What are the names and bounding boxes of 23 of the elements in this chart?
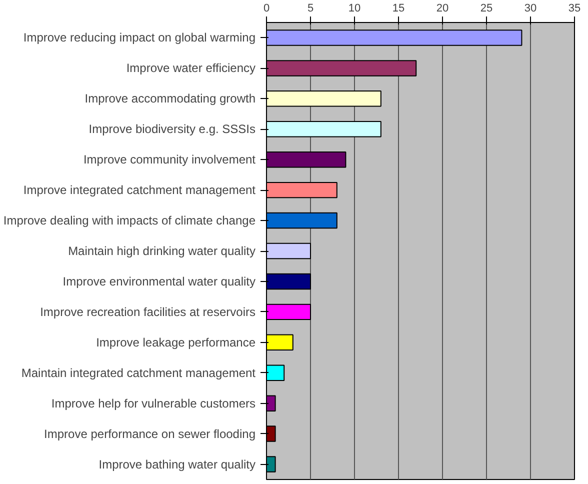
y-tick-label: Improve reducing impact on global warming [23, 30, 256, 45]
y-tick-label: Improve bathing water quality [98, 457, 256, 472]
y-tick-label: Improve performance on sewer flooding [44, 426, 256, 441]
y-tick-label: Maintain integrated catchment management [21, 366, 256, 380]
x-tick-label: 0 [263, 2, 270, 14]
y-tick-label: Improve dealing with impacts of climate change [3, 214, 256, 228]
y-tick-label: Improve leakage performance [96, 335, 256, 350]
y-tick-label: Improve water efficiency [126, 61, 256, 76]
x-tick-label: 30 [524, 2, 537, 14]
y-tick-label: Improve recreation facilities at reservoirs [40, 304, 256, 319]
x-tick-label: 15 [392, 2, 405, 14]
y-tick-label: Improve integrated catchment management [23, 183, 256, 198]
y-tick-label: Improve environmental water quality [62, 274, 256, 288]
x-tick-label: 10 [348, 2, 361, 14]
y-tick-label: Maintain high drinking water quality [68, 244, 256, 258]
x-tick-label: 5 [307, 2, 314, 14]
y-tick-label: Improve help for vulnerable customers [51, 396, 256, 410]
x-tick-label: 20 [436, 2, 449, 14]
y-tick-label: Improve community involvement [83, 152, 256, 167]
x-tick-label: 25 [480, 2, 493, 14]
y-tick-label: Improve biodiversity e.g. SSSIs [88, 122, 256, 136]
x-tick-label: 35 [568, 2, 581, 14]
y-tick-label: Improve accommodating growth [84, 92, 256, 106]
